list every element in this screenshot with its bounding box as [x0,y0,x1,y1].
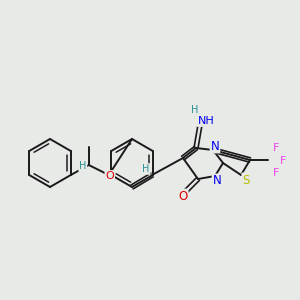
Text: F: F [280,156,286,166]
Text: O: O [178,190,188,202]
Text: S: S [242,173,250,187]
Text: H: H [191,105,199,115]
Text: F: F [273,168,279,178]
Text: H: H [142,164,150,174]
Text: H: H [79,161,86,171]
Text: NH: NH [198,116,214,126]
Text: N: N [213,175,221,188]
Text: F: F [273,143,279,153]
Text: N: N [211,140,219,152]
Text: O: O [105,171,114,181]
